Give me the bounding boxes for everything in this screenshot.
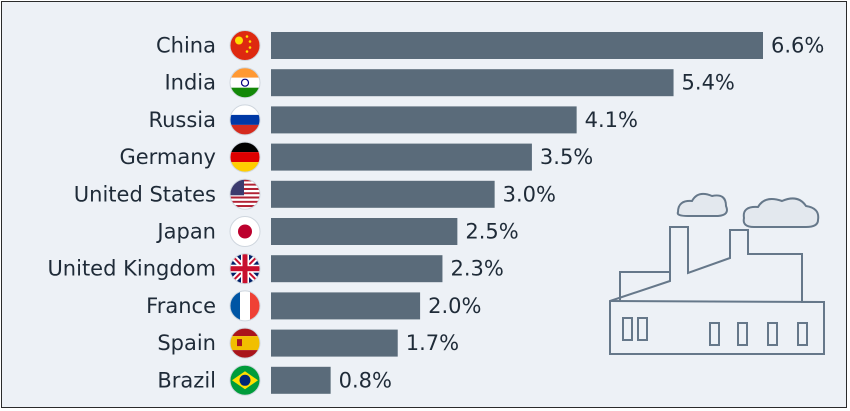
factory-icon [609, 192, 825, 355]
bar-united-states [271, 180, 495, 208]
value-label-united-kingdom: 2.3% [450, 257, 503, 281]
bar-india [271, 69, 674, 97]
category-label-russia: Russia [148, 108, 216, 132]
germany-flag-icon [229, 141, 261, 173]
japan-flag-icon [229, 216, 261, 247]
category-label-france: France [146, 294, 216, 318]
bar-germany [271, 143, 532, 171]
china-flag-icon [229, 30, 261, 61]
value-label-germany: 3.5% [540, 145, 593, 169]
spain-flag-icon [229, 327, 261, 359]
category-label-spain: Spain [157, 331, 216, 355]
value-label-russia: 4.1% [585, 108, 638, 132]
category-label-united-kingdom: United Kingdom [47, 257, 216, 281]
category-label-brazil: Brazil [157, 368, 216, 392]
france-flag-icon [229, 290, 261, 322]
bar-japan [271, 218, 458, 245]
bar-france [271, 292, 421, 320]
value-label-china: 6.6% [771, 34, 824, 58]
india-flag-icon [229, 67, 261, 99]
category-label-united-states: United States [74, 182, 216, 206]
value-label-japan: 2.5% [465, 220, 518, 244]
uk-flag-icon [229, 253, 261, 285]
usa-flag-icon [229, 178, 261, 210]
value-label-united-states: 3.0% [503, 182, 556, 206]
value-label-spain: 1.7% [406, 331, 459, 355]
category-label-japan: Japan [155, 220, 216, 244]
bar-spain [271, 329, 398, 357]
bar-brazil [271, 366, 331, 394]
category-label-india: India [164, 71, 216, 95]
bar-united-kingdom [271, 255, 443, 283]
value-label-france: 2.0% [428, 294, 481, 318]
bar-russia [271, 106, 577, 134]
value-label-india: 5.4% [682, 71, 735, 95]
russia-flag-icon [229, 104, 261, 136]
category-label-germany: Germany [119, 145, 216, 169]
bar-china [271, 32, 763, 59]
category-label-china: China [156, 34, 216, 58]
brazil-flag-icon [229, 364, 261, 396]
value-label-brazil: 0.8% [339, 368, 392, 392]
